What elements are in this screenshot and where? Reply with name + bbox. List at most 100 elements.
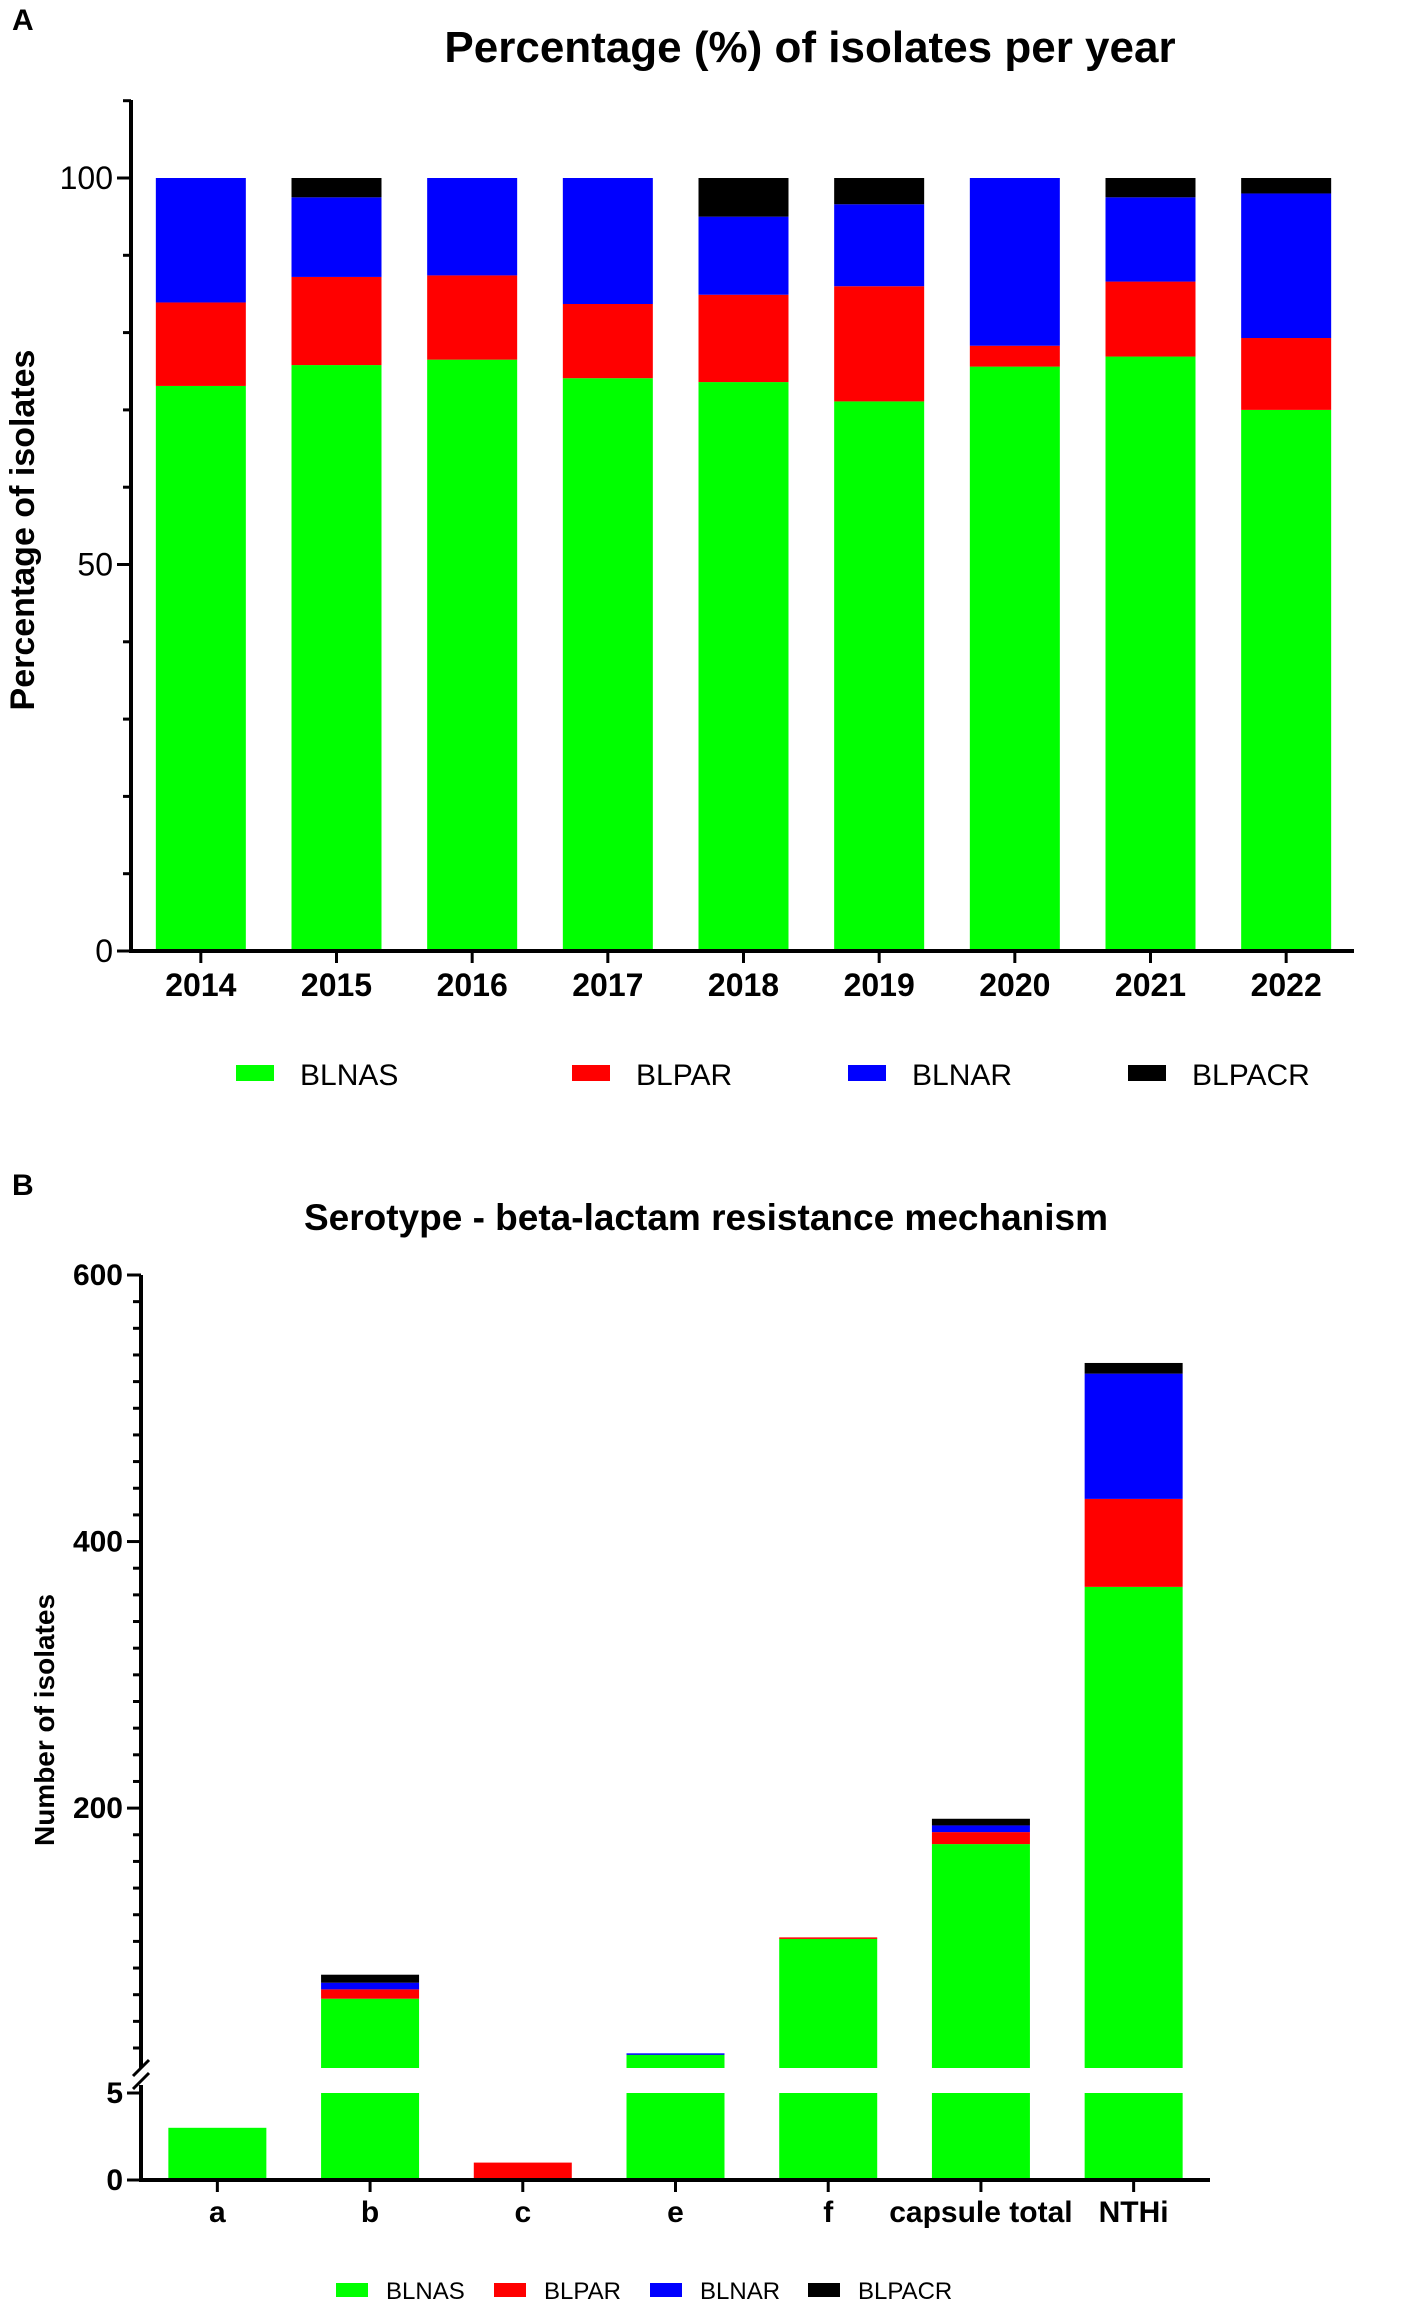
- bar-blpar-c: [473, 2162, 572, 2180]
- bar-upper-blpar-capsule-total: [931, 1832, 1030, 1845]
- bar-blnar-2017: [562, 178, 653, 304]
- x-tick-label: 2014: [165, 967, 236, 1003]
- panel-a-ylabel: Percentage of isolates: [4, 350, 42, 711]
- bar-blnas-2022: [1241, 409, 1332, 951]
- x-tick-label: 2020: [979, 967, 1050, 1003]
- bar-upper-blnar-b: [321, 1982, 420, 1990]
- bar-blpar-2016: [427, 275, 518, 360]
- bar-blnas-2014: [155, 385, 246, 951]
- x-tick-label: 2021: [1115, 967, 1186, 1003]
- axis-break-mark-lower: [131, 2071, 151, 2091]
- x-tick-label: 2016: [437, 967, 508, 1003]
- bar-blpar-2020: [969, 345, 1060, 367]
- bar-upper-blnas-capsule-total: [931, 1844, 1030, 2068]
- bar-upper-blpacr-nthi: [1084, 1362, 1183, 1374]
- bar-blnas-b: [321, 2093, 420, 2180]
- bar-blnas-2017: [562, 378, 653, 951]
- bar-blpar-2018: [698, 294, 789, 383]
- x-tick-label: f: [823, 2196, 834, 2229]
- bar-blnar-2016: [427, 178, 518, 276]
- legend-swatch-blnar: [848, 1065, 886, 1081]
- bar-blpacr-2019: [834, 178, 925, 205]
- panel-a-title: Percentage (%) of isolates per year: [444, 23, 1175, 72]
- bar-blnas-a: [168, 2127, 267, 2180]
- x-tick-label: 2019: [844, 967, 915, 1003]
- bar-blnas-2019: [834, 401, 925, 952]
- x-tick-label: a: [209, 2196, 226, 2229]
- bar-blnar-2018: [698, 216, 789, 295]
- bar-blnas-2015: [291, 365, 382, 951]
- panel-a-plot: 2014 2015 2016 2017 2018 2019 2020 2021 2022 0 50 1…: [60, 99, 1354, 1003]
- x-tick-label: c: [514, 2196, 531, 2229]
- legend-swatch-blnas: [336, 2283, 368, 2297]
- y-tick-label: 400: [73, 1526, 123, 1559]
- axis-break-mark-upper: [131, 2058, 151, 2078]
- bar-blnas-nthi: [1084, 2093, 1183, 2180]
- bar-upper-blpar-nthi: [1084, 1498, 1183, 1587]
- bar-upper-blnar-nthi: [1084, 1373, 1183, 1499]
- bar-upper-blpacr-capsule-total: [931, 1818, 1030, 1826]
- bar-blnas-2020: [969, 366, 1060, 951]
- legend-swatch-blpar: [572, 1065, 610, 1081]
- bar-blnas-f: [779, 2093, 878, 2180]
- x-tick-label: 2017: [572, 967, 643, 1003]
- bar-upper-blpar-f: [779, 1937, 878, 1939]
- x-tick-label: e: [667, 2196, 684, 2229]
- bar-upper-blpacr-b: [321, 1974, 420, 1983]
- y-tick-label: 100: [60, 160, 113, 196]
- bar-blnas-capsule-total: [931, 2093, 1030, 2180]
- bar-blpacr-2021: [1105, 178, 1196, 198]
- bar-upper-blnas-nthi: [1084, 1586, 1183, 2068]
- panel-b-legend: BLNAS BLPAR BLNAR BLPACR: [336, 2278, 952, 2305]
- x-tick-label: NTHi: [1099, 2196, 1169, 2229]
- y-tick-label: 0: [106, 2164, 123, 2197]
- legend-label-blnar: BLNAR: [912, 1059, 1012, 1092]
- panel-a-legend: BLNAS BLPAR BLNAR BLPACR: [236, 1059, 1310, 1092]
- legend-label-blpacr: BLPACR: [858, 2278, 952, 2305]
- legend-label-blpacr: BLPACR: [1192, 1059, 1310, 1092]
- bar-upper-blnar-capsule-total: [931, 1825, 1030, 1833]
- x-tick-label: 2022: [1251, 967, 1322, 1003]
- legend-label-blpar: BLPAR: [636, 1059, 732, 1092]
- y-tick-label: 5: [106, 2077, 123, 2110]
- bar-blnar-2014: [155, 178, 246, 303]
- panel-a-label: A: [12, 4, 34, 37]
- bar-blpar-2015: [291, 276, 382, 366]
- legend-swatch-blnas: [236, 1065, 274, 1081]
- bar-upper-blnas-e: [626, 2054, 725, 2068]
- bar-blpar-2019: [834, 286, 925, 402]
- bar-blnas-2016: [427, 359, 518, 951]
- y-tick-label: 0: [95, 933, 113, 969]
- x-tick-label: capsule total: [889, 2196, 1072, 2229]
- bar-blnar-2022: [1241, 193, 1332, 339]
- bar-blpar-2022: [1241, 338, 1332, 410]
- bar-upper-blnas-f: [779, 1938, 878, 2068]
- panel-b-title: Serotype - beta-lactam resistance mechan…: [304, 1197, 1108, 1238]
- legend-label-blnas: BLNAS: [300, 1059, 398, 1092]
- bar-blnas-2021: [1105, 356, 1196, 951]
- bar-blnas-e: [626, 2093, 725, 2180]
- bar-blnar-2021: [1105, 197, 1196, 282]
- x-tick-label: b: [361, 2196, 379, 2229]
- y-tick-label: 200: [73, 1792, 123, 1825]
- y-tick-label: 600: [73, 1259, 123, 1292]
- bar-blpacr-2022: [1241, 178, 1332, 194]
- bar-blpacr-2015: [291, 178, 382, 198]
- legend-swatch-blpacr: [808, 2283, 840, 2297]
- bar-blpar-2017: [562, 303, 653, 379]
- y-tick-label: 50: [77, 547, 113, 583]
- bar-blpar-2014: [155, 302, 246, 386]
- x-tick-label: 2015: [301, 967, 372, 1003]
- bar-blnar-2015: [291, 197, 382, 277]
- bar-blnar-2020: [969, 178, 1060, 346]
- x-tick-label: 2018: [708, 967, 779, 1003]
- bar-blpacr-2018: [698, 178, 789, 217]
- legend-swatch-blpacr: [1128, 1065, 1166, 1081]
- panel-b-plot: a b c e f capsule total NTHi 200 400 600 0 5: [73, 1259, 1210, 2229]
- legend-label-blnar: BLNAR: [700, 2278, 780, 2305]
- bar-blpar-2021: [1105, 281, 1196, 357]
- panel-b-ylabel: Number of isolates: [29, 1594, 60, 1846]
- legend-label-blnas: BLNAS: [386, 2278, 465, 2305]
- bar-blnas-2018: [698, 382, 789, 951]
